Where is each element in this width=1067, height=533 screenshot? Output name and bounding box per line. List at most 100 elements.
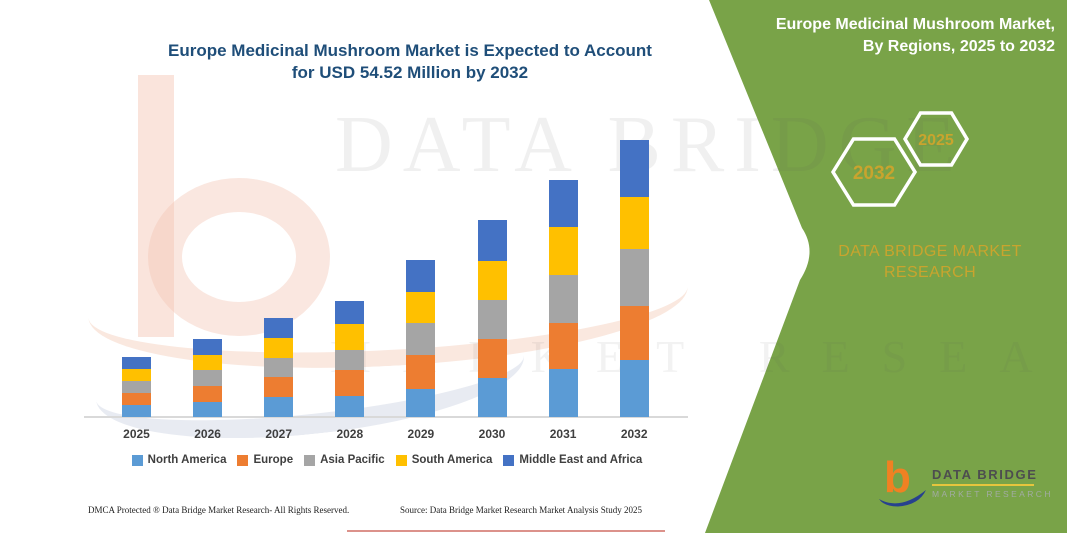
bar-segment-2027-europe xyxy=(264,377,294,398)
bar-segment-2025-asia-pacific xyxy=(122,381,151,394)
bar-segment-2029-south-america xyxy=(406,292,436,323)
bar-segment-2027-south-america xyxy=(264,337,294,358)
bar-segment-2025-north-america xyxy=(122,405,151,417)
panel-heading-line2: By Regions, 2025 to 2032 xyxy=(862,38,1055,55)
bar-segment-2029-asia-pacific xyxy=(406,322,436,356)
bar-segment-2025-middle-east-and-africa xyxy=(122,357,151,370)
legend-item-middle-east-and-africa: Middle East and Africa xyxy=(503,454,642,466)
legend-label: South America xyxy=(411,454,493,466)
green-side-panel-shape xyxy=(705,0,1067,533)
bar-segment-2032-europe xyxy=(619,306,649,361)
bar-segment-2031-south-america xyxy=(548,226,578,275)
bar-segment-2032-south-america xyxy=(619,196,649,249)
brand-heading-line1: DATA BRIDGE MARKET xyxy=(838,243,1022,260)
bar-segment-2026-asia-pacific xyxy=(193,370,223,387)
x-axis-label-2030: 2030 xyxy=(478,427,506,441)
legend-item-asia-pacific: Asia Pacific xyxy=(304,454,385,466)
legend-marker-icon xyxy=(131,454,143,466)
brand-heading: DATA BRIDGE MARKET RESEARCH xyxy=(805,241,1055,283)
bar-segment-2030-europe xyxy=(477,339,507,378)
legend-label: Europe xyxy=(253,454,294,466)
x-axis-label-2027: 2027 xyxy=(265,427,293,441)
brand-logo-name: DATA BRIDGE xyxy=(932,467,1038,482)
brand-logo-subtext: MARKET RESEARCH xyxy=(932,489,1053,499)
hexagon-badges: 2032 2025 xyxy=(830,111,970,207)
legend-marker-icon xyxy=(304,454,316,466)
bar-segment-2026-north-america xyxy=(193,401,223,417)
bar-segment-2028-middle-east-and-africa xyxy=(335,300,365,324)
x-axis-label-2025: 2025 xyxy=(123,427,150,441)
bar-segment-2030-middle-east-and-africa xyxy=(477,220,507,262)
bar-segment-2032-asia-pacific xyxy=(619,248,649,307)
bar-segment-2029-europe xyxy=(406,355,436,389)
x-axis-label-2029: 2029 xyxy=(407,427,435,441)
stacked-bar-2029 xyxy=(406,259,436,417)
legend-item-south-america: South America xyxy=(395,454,493,466)
hexagon-2032-label: 2032 xyxy=(853,163,895,184)
brand-logo-b-glyph: b xyxy=(884,453,911,502)
chart-title-line2: for USD 54.52 Million by 2032 xyxy=(291,63,529,82)
legend-label: Middle East and Africa xyxy=(519,454,643,466)
bar-segment-2030-south-america xyxy=(477,261,507,301)
x-axis-line xyxy=(84,416,688,418)
stacked-bar-2027 xyxy=(264,318,294,417)
stacked-bar-2028 xyxy=(335,300,365,417)
bar-segment-2032-north-america xyxy=(619,360,649,417)
stacked-bar-2026 xyxy=(193,339,223,417)
bar-segment-2027-asia-pacific xyxy=(264,357,294,378)
bar-segment-2030-asia-pacific xyxy=(477,300,507,340)
x-axis-label-2028: 2028 xyxy=(336,427,364,441)
stacked-bar-2032 xyxy=(619,140,649,417)
bar-segment-2028-north-america xyxy=(335,396,365,417)
footer-red-line xyxy=(347,530,665,532)
chart-legend: North America Europe Asia Pacific South Ame… xyxy=(85,454,689,466)
bar-segment-2031-europe xyxy=(548,322,578,370)
bar-segment-2026-south-america xyxy=(193,354,223,371)
hexagon-2025-outline xyxy=(902,111,970,167)
bar-segment-2026-europe xyxy=(193,386,223,402)
bar-segment-2029-middle-east-and-africa xyxy=(406,259,436,293)
legend-label: North America xyxy=(147,454,227,466)
brand-logo-text: DATA BRIDGE MARKET RESEARCH xyxy=(932,467,1053,499)
panel-heading-line1: Europe Medicinal Mushroom Market, xyxy=(775,16,1055,33)
bar-segment-2027-north-america xyxy=(264,397,294,417)
bar-segment-2031-north-america xyxy=(548,369,578,417)
stacked-bar-2031 xyxy=(548,180,578,417)
bar-segment-2031-asia-pacific xyxy=(548,274,578,323)
stacked-bar-2025 xyxy=(122,357,151,417)
bar-segment-2025-south-america xyxy=(122,369,151,382)
bar-segment-2028-europe xyxy=(335,370,365,397)
stacked-bar-2030 xyxy=(477,220,507,417)
bar-segment-2028-asia-pacific xyxy=(335,349,365,371)
x-axis-label-2026: 2026 xyxy=(194,427,221,441)
bar-segment-2029-north-america xyxy=(406,388,436,417)
bar-segment-2030-north-america xyxy=(477,377,507,417)
bar-segment-2032-middle-east-and-africa xyxy=(619,140,649,197)
bar-segment-2028-south-america xyxy=(335,323,365,350)
bar-segment-2026-middle-east-and-africa xyxy=(193,339,223,355)
legend-marker-icon xyxy=(395,454,407,466)
hexagon-2032-outline xyxy=(830,137,918,207)
footer-source: Source: Data Bridge Market Research Mark… xyxy=(400,505,642,515)
legend-marker-icon xyxy=(237,454,249,466)
chart-title-line1: Europe Medicinal Mushroom Market is Expe… xyxy=(168,41,652,60)
plot-area: 2025 2026 2027 2028 2029 2030 2031 2032 xyxy=(84,140,688,441)
footer-copyright: DMCA Protected ® Data Bridge Market Rese… xyxy=(88,505,350,515)
brand-logo-swoosh xyxy=(879,490,926,507)
hexagon-2025-label: 2025 xyxy=(918,132,954,149)
bar-segment-2027-middle-east-and-africa xyxy=(264,318,294,338)
legend-item-europe: Europe xyxy=(237,454,293,466)
panel-heading: Europe Medicinal Mushroom Market, By Reg… xyxy=(725,14,1055,58)
legend-item-north-america: North America xyxy=(131,454,227,466)
brand-logo-icon: b xyxy=(879,453,926,507)
brand-logo-underline xyxy=(932,484,1034,486)
chart-title: Europe Medicinal Mushroom Market is Expe… xyxy=(85,40,735,84)
bar-segment-2025-europe xyxy=(122,393,151,406)
x-axis-label-2032: 2032 xyxy=(620,427,648,441)
legend-label: Asia Pacific xyxy=(320,454,385,466)
bar-segment-2031-middle-east-and-africa xyxy=(548,180,578,227)
legend-marker-icon xyxy=(503,454,515,466)
brand-heading-line2: RESEARCH xyxy=(883,264,977,281)
